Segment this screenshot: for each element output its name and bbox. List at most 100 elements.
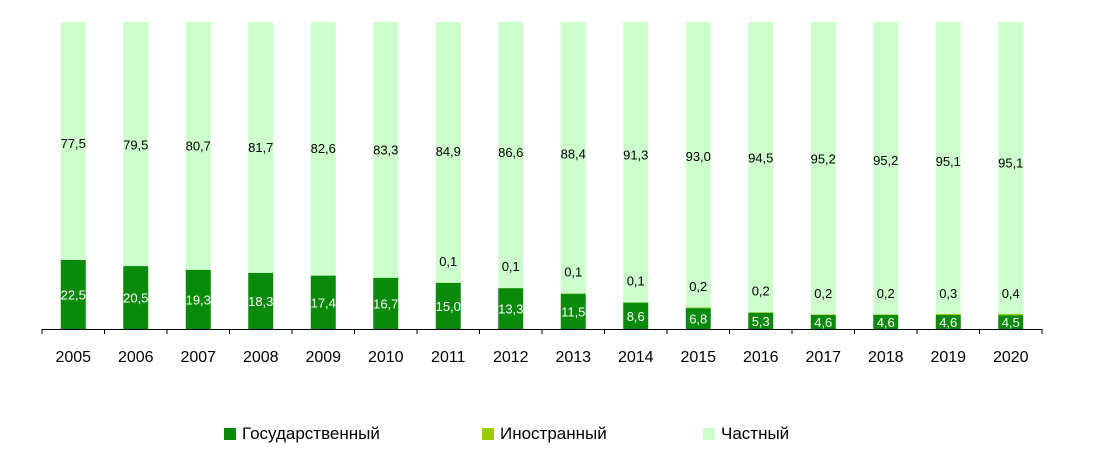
legend-swatch-state: [224, 428, 236, 440]
data-label-foreign-2013: 0,1: [564, 265, 582, 280]
data-label-state-2013: 11,5: [561, 304, 585, 319]
data-label-state-2006: 20,5: [123, 291, 148, 306]
data-label-private-2014: 91,3: [623, 148, 648, 163]
data-label-state-2008: 18,3: [248, 294, 273, 309]
data-label-private-2009: 82,6: [311, 141, 336, 156]
bar-segment-s0-2013: [560, 293, 586, 329]
x-tick-label-2012: 2012: [493, 349, 529, 366]
data-label-state-2011: 15,0: [436, 299, 461, 314]
bar-segment-s0-2020: [998, 315, 1024, 329]
data-label-state-2018: 4,6: [877, 315, 895, 330]
x-tick-label-2019: 2019: [930, 349, 966, 366]
data-label-private-2007: 80,7: [186, 139, 211, 154]
x-tick-label-2010: 2010: [368, 349, 404, 366]
bar-segment-s2-2020: [998, 22, 1024, 314]
bar-segment-s1-2020: [998, 313, 1024, 316]
data-label-private-2015: 93,0: [686, 149, 711, 164]
data-label-private-2018: 95,2: [873, 153, 898, 168]
data-label-foreign-2012: 0,1: [502, 259, 520, 274]
x-tick-label-2018: 2018: [868, 349, 904, 366]
x-tick-label-2015: 2015: [680, 349, 716, 366]
bar-segment-s2-2019: [935, 22, 961, 314]
bar-segment-s2-2008: [248, 22, 274, 273]
bar-segment-s0-2012: [498, 288, 524, 329]
data-label-private-2006: 79,5: [123, 137, 148, 152]
legend-item-private: Частный: [703, 424, 789, 444]
bar-segment-s2-2005: [60, 22, 86, 260]
data-label-state-2016: 5,3: [752, 314, 770, 329]
data-label-private-2017: 95,2: [811, 152, 836, 167]
bar-segment-s2-2013: [560, 22, 586, 294]
x-tick-label-2013: 2013: [555, 349, 591, 366]
bar-segment-s1-2015: [685, 307, 711, 309]
legend-label-state: Государственный: [242, 424, 380, 443]
legend-swatch-foreign: [482, 428, 494, 440]
data-label-private-2005: 77,5: [61, 136, 86, 151]
bar-segment-s2-2018: [873, 22, 899, 315]
x-tick-label-2017: 2017: [805, 349, 841, 366]
bar-segment-s0-2011: [435, 282, 461, 329]
bar-segment-s2-2012: [498, 22, 524, 288]
data-label-foreign-2011: 0,1: [439, 254, 457, 269]
bar-segment-s1-2017: [810, 314, 836, 315]
data-label-private-2011: 84,9: [436, 144, 461, 159]
legend-label-private: Частный: [721, 424, 790, 443]
data-label-state-2009: 17,4: [311, 295, 336, 310]
data-label-private-2010: 83,3: [373, 143, 398, 158]
bar-segment-s0-2010: [373, 277, 399, 329]
bar-segment-s2-2015: [685, 22, 711, 308]
data-label-state-2007: 19,3: [186, 292, 211, 307]
legend: Государственный Иностранный Частный: [0, 424, 1098, 446]
data-label-foreign-2018: 0,2: [877, 286, 895, 301]
bar-segment-s0-2008: [248, 272, 274, 329]
data-label-private-2008: 81,7: [248, 140, 273, 155]
x-tick-label-2014: 2014: [618, 349, 654, 366]
bar-segment-s1-2018: [873, 314, 899, 315]
x-tick-label-2006: 2006: [118, 349, 154, 366]
data-label-state-2010: 16,7: [373, 296, 398, 311]
data-label-foreign-2020: 0,4: [1002, 286, 1020, 301]
bar-segment-s2-2011: [435, 22, 461, 283]
legend-swatch-private: [703, 428, 715, 440]
x-tick-label-2011: 2011: [431, 349, 466, 366]
bar-segment-s0-2007: [185, 269, 211, 329]
data-label-foreign-2015: 0,2: [689, 279, 707, 294]
data-label-state-2017: 4,6: [814, 315, 832, 330]
data-label-private-2020: 95,1: [998, 156, 1023, 171]
data-label-private-2012: 86,6: [498, 145, 523, 160]
stacked-bar-chart: 22,5 77,5 2005 20,5 79,5 2006 19,3 80,7 2007 18,3…: [41, 22, 1043, 366]
bar-segment-s0-2006: [123, 266, 149, 329]
bar-segment-s2-2009: [310, 22, 336, 276]
bar-segment-s2-2010: [373, 22, 399, 278]
bar-segment-s2-2017: [810, 22, 836, 315]
x-tick-label-2016: 2016: [743, 349, 779, 366]
bar-segment-s0-2005: [60, 259, 86, 329]
bar-segment-s0-2018: [873, 314, 899, 329]
legend-label-foreign: Иностранный: [500, 424, 607, 443]
data-label-foreign-2014: 0,1: [627, 274, 645, 289]
data-label-state-2012: 13,3: [498, 302, 523, 317]
x-tick-label-2020: 2020: [993, 349, 1029, 366]
bar-segment-s0-2017: [810, 314, 836, 329]
data-label-state-2015: 6,8: [689, 312, 707, 327]
data-label-foreign-2017: 0,2: [814, 286, 832, 301]
bar-segment-s0-2009: [310, 275, 336, 329]
legend-item-foreign: Иностранный: [482, 424, 607, 444]
bar-segment-s2-2014: [623, 22, 649, 303]
data-label-state-2014: 8,6: [627, 309, 645, 324]
data-label-private-2016: 94,5: [748, 150, 773, 165]
bar-segment-s1-2019: [935, 313, 961, 315]
bar-segment-s2-2007: [185, 22, 211, 270]
bar-segment-s0-2016: [748, 312, 774, 329]
x-tick-label-2008: 2008: [243, 349, 279, 366]
bar-segment-s0-2014: [623, 302, 649, 329]
data-label-foreign-2016: 0,2: [752, 284, 770, 299]
data-label-private-2019: 95,1: [936, 154, 961, 169]
data-label-private-2013: 88,4: [561, 146, 586, 161]
x-tick-label-2009: 2009: [305, 349, 341, 366]
x-tick-label-2007: 2007: [180, 349, 216, 366]
x-tick-label-2005: 2005: [55, 349, 91, 366]
data-label-state-2005: 22,5: [61, 287, 86, 302]
bar-segment-s0-2019: [935, 314, 961, 329]
data-label-state-2020: 4,5: [1002, 315, 1020, 330]
